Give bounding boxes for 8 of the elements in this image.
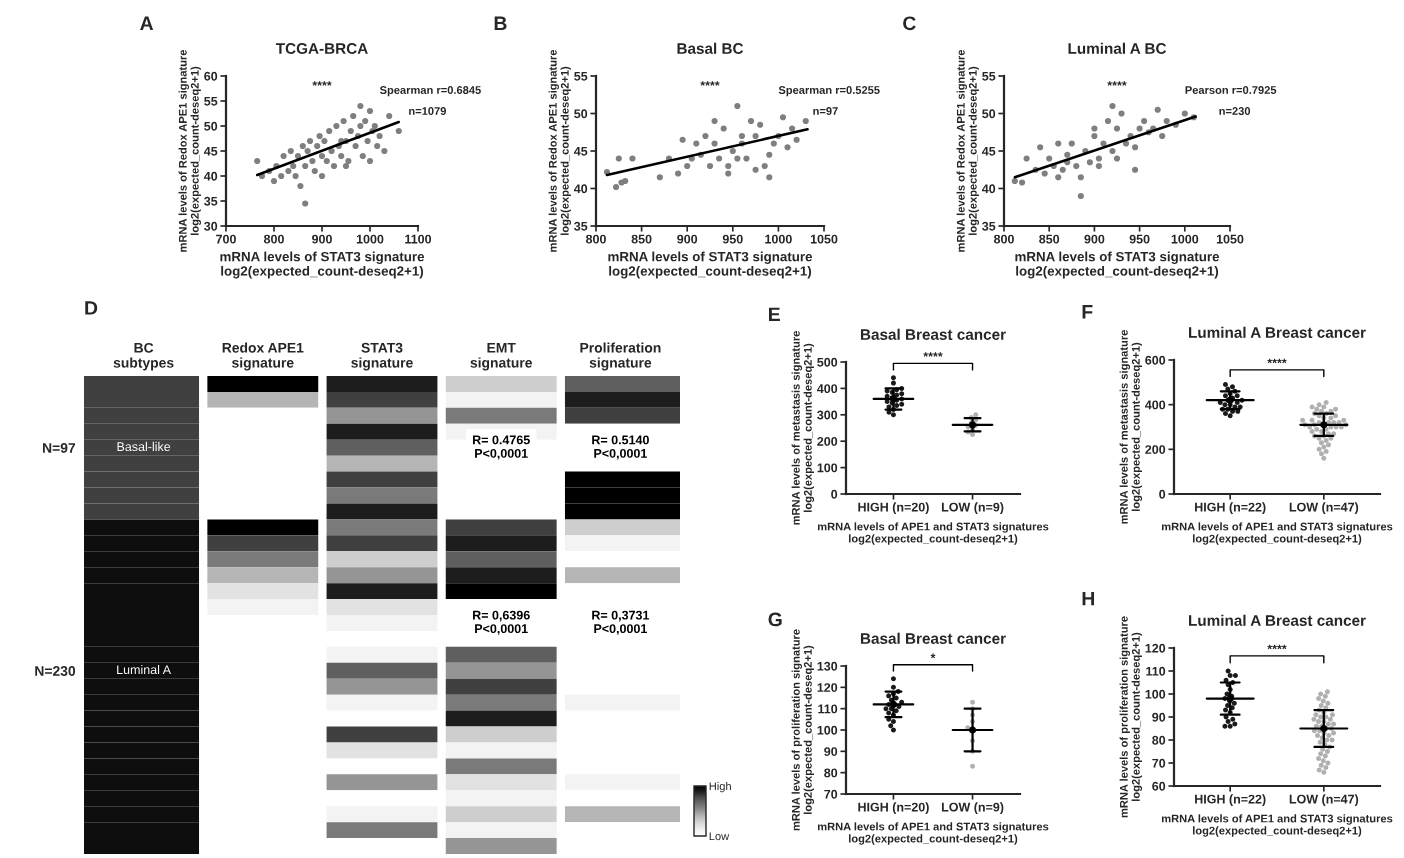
text: B — [494, 16, 507, 30]
text: A — [140, 16, 154, 30]
text: G — [768, 612, 782, 627]
text: F — [1082, 305, 1093, 319]
text: H — [1082, 591, 1095, 606]
text: C — [903, 16, 916, 31]
text: E — [769, 307, 780, 322]
text: D — [85, 301, 98, 315]
